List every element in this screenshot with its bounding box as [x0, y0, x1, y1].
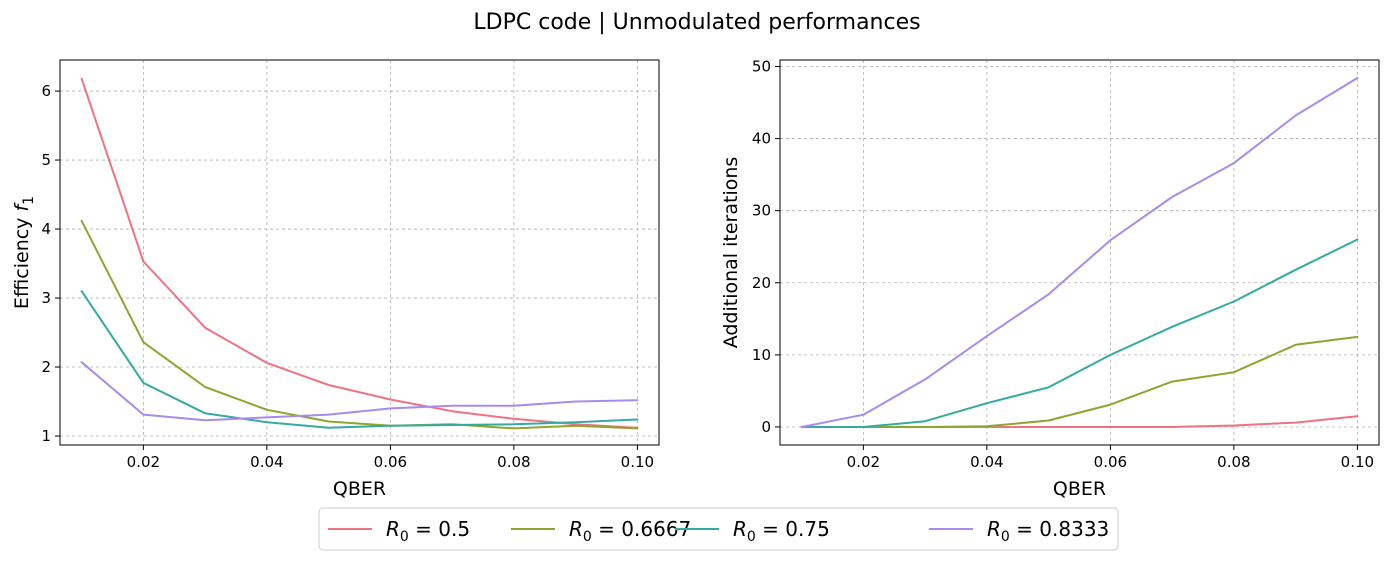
- additional-iterations-chart: 0.02 0.04 0.06 0.08 0.10 0 10 20 30 40 50 QBER Addit…: [720, 57, 1380, 500]
- y-tick-label: 2: [41, 358, 51, 376]
- series-line: [800, 238, 1359, 428]
- y-tick-label: 4: [41, 220, 51, 238]
- legend-entry: R0 = 0.8333: [987, 517, 1109, 545]
- x-tick-label: 0.04: [250, 453, 283, 471]
- series-line: [800, 77, 1359, 428]
- y-tick-label: 50: [752, 57, 771, 75]
- y-tick-label: 10: [752, 346, 771, 364]
- efficiency-chart: 0.02 0.04 0.06 0.08 0.10 1 2 3 4 5 6 QBER Efficiency…: [11, 59, 660, 500]
- series-group: [800, 77, 1359, 428]
- grid: [780, 60, 1379, 445]
- y-tick-label: 1: [41, 427, 51, 445]
- x-tick-label: 0.06: [1094, 453, 1127, 471]
- legend-entry: R0 = 0.75: [733, 517, 830, 545]
- x-tick-label: 0.10: [621, 453, 654, 471]
- y-tick-label: 6: [41, 82, 51, 100]
- legend-entry: R0 = 0.6667: [569, 517, 691, 545]
- y-tick-label: 3: [41, 289, 51, 307]
- series-line: [800, 335, 1359, 428]
- series-line: [80, 290, 639, 429]
- y-tick-label: 5: [41, 151, 51, 169]
- x-tick-label: 0.08: [1217, 453, 1250, 471]
- x-tick-label: 0.06: [374, 453, 407, 471]
- x-tick-label: 0.08: [497, 453, 530, 471]
- y-tick-label: 40: [752, 130, 771, 148]
- x-axis-label: QBER: [1053, 478, 1106, 500]
- y-axis-label: Efficiency f1: [11, 196, 37, 309]
- y-tick-label: 20: [752, 274, 771, 292]
- legend: R0 = 0.5 R0 = 0.6667 R0 = 0.75 R0 = 0.8333: [318, 507, 1119, 551]
- y-tick-label: 0: [761, 418, 771, 436]
- series-group: [80, 77, 639, 430]
- x-tick-label: 0.04: [970, 453, 1003, 471]
- axes-frame: [779, 59, 1380, 446]
- x-tick-label: 0.10: [1341, 453, 1374, 471]
- series-line: [80, 219, 639, 430]
- figure-title: LDPC code | Unmodulated performances: [473, 10, 920, 35]
- legend-entry: R0 = 0.5: [386, 517, 470, 545]
- axes-frame: [59, 59, 660, 446]
- series-line: [80, 77, 639, 429]
- y-axis-label: Additional iterations: [720, 157, 742, 349]
- y-tick-label: 30: [752, 202, 771, 220]
- grid: [60, 60, 659, 445]
- x-axis-label: QBER: [333, 478, 386, 500]
- x-tick-label: 0.02: [847, 453, 880, 471]
- series-line: [80, 361, 639, 422]
- x-tick-label: 0.02: [127, 453, 160, 471]
